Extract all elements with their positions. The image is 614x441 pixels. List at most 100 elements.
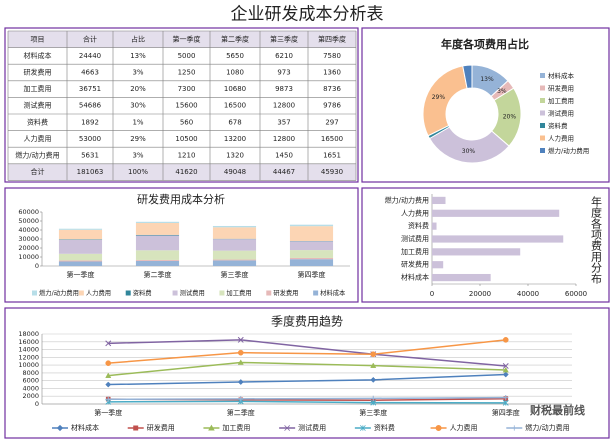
legend-swatch bbox=[540, 98, 545, 103]
table-cell: 1250 bbox=[178, 69, 196, 77]
legend-swatch bbox=[540, 73, 545, 78]
y-tick-label: 人力费用 bbox=[401, 208, 429, 217]
bar-segment bbox=[58, 261, 103, 266]
legend-marker bbox=[359, 425, 366, 431]
x-tick-label: 第三季度 bbox=[359, 408, 387, 417]
chart-title: 年度各项费用分布 bbox=[590, 195, 603, 285]
table-cell: 36751 bbox=[79, 85, 101, 93]
y-tick-label: 资料费 bbox=[408, 221, 429, 230]
bar-segment bbox=[212, 225, 257, 228]
hbar-panel bbox=[361, 187, 610, 303]
bar bbox=[432, 196, 446, 205]
y-tick-label: 20000 bbox=[18, 244, 39, 252]
bar-segment bbox=[212, 250, 257, 260]
table-cell: 人力费用 bbox=[24, 134, 52, 143]
table-header-cell: 第二季度 bbox=[221, 34, 249, 43]
pie-slice bbox=[462, 64, 473, 90]
table-cell: 9786 bbox=[323, 102, 341, 110]
legend-swatch bbox=[125, 290, 131, 296]
bar bbox=[432, 209, 560, 217]
legend-label: 研发费用 bbox=[273, 288, 298, 297]
legend-swatch bbox=[540, 85, 545, 91]
bar bbox=[432, 261, 444, 269]
table-cell: 10500 bbox=[175, 135, 197, 143]
table-header-cell: 项目 bbox=[31, 35, 45, 43]
y-tick-label: 50000 bbox=[18, 217, 39, 225]
x-tick-label: 第三季度 bbox=[221, 270, 249, 279]
y-tick-label: 材料成本 bbox=[401, 273, 429, 282]
y-tick-label: 40000 bbox=[18, 226, 39, 234]
y-tick-label: 0 bbox=[35, 262, 39, 270]
bar-segment bbox=[289, 259, 334, 266]
bar-segment bbox=[58, 239, 103, 240]
series-marker bbox=[370, 362, 377, 368]
legend-label: 研发费用 bbox=[548, 84, 574, 93]
y-tick-label: 10000 bbox=[18, 361, 39, 369]
series-marker bbox=[237, 359, 244, 365]
legend-marker bbox=[284, 425, 291, 431]
bar-segment bbox=[135, 235, 180, 251]
legend-label: 资料费 bbox=[548, 121, 568, 130]
table-cell: 3% bbox=[132, 152, 143, 160]
table-cell: 6210 bbox=[275, 52, 293, 60]
pie-label: 29% bbox=[432, 94, 446, 101]
table-cell: 12800 bbox=[273, 135, 295, 143]
x-tick-label: 20000 bbox=[469, 290, 491, 298]
x-tick-label: 0 bbox=[430, 290, 434, 298]
legend-marker bbox=[208, 424, 215, 431]
chart-title: 年度各项费用占比 bbox=[441, 37, 529, 51]
series-marker bbox=[105, 381, 112, 388]
x-tick-label: 第二季度 bbox=[227, 408, 255, 417]
legend-marker bbox=[511, 425, 517, 431]
bar bbox=[432, 235, 564, 243]
table-cell: 20% bbox=[130, 85, 146, 93]
table-panel bbox=[4, 27, 359, 183]
legend-label: 材料成本 bbox=[71, 423, 99, 432]
table-cell: 材料成本 bbox=[24, 51, 52, 60]
table-cell: 16500 bbox=[224, 102, 246, 110]
series-marker bbox=[105, 360, 112, 366]
bar-segment bbox=[135, 250, 180, 260]
bar-segment bbox=[212, 260, 257, 266]
series-marker bbox=[238, 396, 244, 402]
legend-swatch bbox=[32, 290, 37, 296]
x-tick-label: 第一季度 bbox=[94, 408, 122, 417]
y-tick-label: 30000 bbox=[18, 235, 39, 243]
table-cell: 3% bbox=[132, 69, 143, 77]
table-cell: 54686 bbox=[79, 102, 102, 110]
legend-label: 燃力/动力费用 bbox=[525, 423, 569, 432]
table-cell: 1360 bbox=[323, 69, 341, 77]
table-cell: 678 bbox=[228, 118, 241, 126]
series-marker bbox=[502, 371, 509, 378]
y-tick-label: 研发费用 bbox=[401, 260, 429, 269]
page-title: 企业研发成本分析表 bbox=[231, 5, 384, 25]
table-cell: 100% bbox=[128, 168, 148, 176]
bar-segment bbox=[289, 226, 334, 242]
table-total-bg bbox=[8, 163, 356, 181]
legend-label: 加工费用 bbox=[548, 96, 574, 105]
table-cell: 5650 bbox=[226, 52, 244, 60]
y-tick-label: 8000 bbox=[22, 369, 39, 377]
watermark: 财税最前线 bbox=[529, 403, 585, 417]
series-marker bbox=[503, 394, 509, 401]
bar bbox=[432, 222, 437, 230]
bar-segment bbox=[212, 227, 257, 239]
table-header-cell: 第四季度 bbox=[318, 34, 346, 43]
legend-label: 资料费 bbox=[133, 288, 152, 297]
series-marker bbox=[237, 349, 244, 356]
table-cell: 30% bbox=[130, 102, 146, 110]
table-cell: 研发费用 bbox=[24, 68, 52, 77]
bar-segment bbox=[212, 259, 257, 261]
table-header-cell: 第三季度 bbox=[270, 34, 298, 43]
bar-segment bbox=[135, 260, 180, 266]
bar-segment bbox=[289, 224, 334, 227]
bar-segment bbox=[289, 257, 334, 260]
x-tick-label: 第四季度 bbox=[492, 408, 520, 417]
table-cell: 资料费 bbox=[27, 117, 48, 126]
table-cell: 357 bbox=[277, 118, 290, 126]
legend-swatch bbox=[78, 290, 84, 296]
y-tick-label: 16000 bbox=[18, 338, 39, 346]
series-line bbox=[108, 339, 506, 367]
table-cell: 1% bbox=[132, 118, 143, 126]
